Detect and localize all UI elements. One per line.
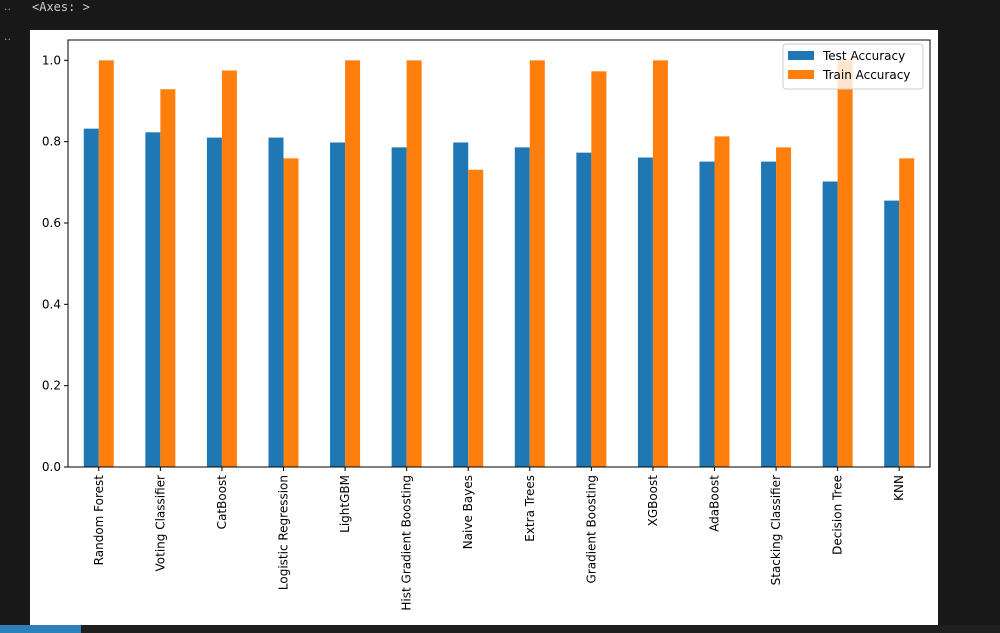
bar-test-12 [822,181,838,467]
bar-train-0 [98,60,114,467]
status-bar [0,625,1000,633]
bar-train-13 [899,158,915,467]
bar-train-11 [776,147,792,468]
x-tick-label: AdaBoost [708,475,722,532]
y-tick-label: 0.6 [42,216,61,230]
bar-test-8 [576,152,592,467]
x-tick-label: LightGBM [338,475,352,533]
bar-test-4 [330,142,346,467]
x-tick-label: Decision Tree [831,475,845,555]
y-tick-label: 0.4 [42,297,61,311]
x-tick-label: XGBoost [646,475,660,527]
bar-test-5 [391,147,407,468]
x-tick-label: Extra Trees [523,475,537,542]
legend-swatch-1 [788,70,814,79]
cell-gutter-mark[interactable]: .. [4,30,11,43]
plot-output-image: 0.0 0.2 0.4 0.6 0.8 1.0 Random Forest Voting Cl… [30,30,938,630]
bar-test-0 [83,128,99,468]
bar-test-3 [268,137,284,467]
x-tick-label: Hist Gradient Boosting [400,475,414,611]
legend-label-0: Test Accuracy [822,49,905,63]
axes-frame [67,39,931,468]
bar-test-7 [514,147,530,468]
bar-train-12 [837,60,853,467]
x-tick-label: CatBoost [215,475,229,530]
x-tick-label: Gradient Boosting [584,475,598,583]
y-tick-label: 1.0 [42,53,61,67]
bar-test-1 [145,132,161,467]
bar-train-6 [468,169,484,467]
y-tick-label: 0.2 [42,379,61,393]
legend-box [782,43,924,90]
bar-test-11 [761,161,777,468]
bar-test-2 [206,137,222,467]
bar-test-6 [453,142,469,467]
x-tick-label: Voting Classifier [153,475,167,572]
bar-test-13 [884,200,900,467]
bar-test-9 [637,157,653,467]
bar-train-1 [160,89,176,467]
x-tick-label: Naive Bayes [461,475,475,549]
legend-swatch-0 [788,51,814,60]
x-tick-label: Logistic Regression [277,475,291,590]
cell-gutter-mark[interactable]: .. [4,0,11,13]
y-tick-label: 0.0 [42,460,61,474]
legend-label-1: Train Accuracy [822,68,910,82]
bar-train-7 [529,60,545,467]
x-tick-label: KNN [892,475,906,501]
bar-train-5 [406,60,422,467]
bar-train-8 [591,71,607,468]
bar-train-4 [345,60,361,467]
bar-test-10 [699,161,715,468]
bar-train-10 [714,136,730,467]
bar-train-9 [652,60,668,467]
y-tick-label: 0.8 [42,135,61,149]
x-tick-label: Random Forest [92,475,106,566]
status-bar-mode-button[interactable] [0,625,81,633]
bar-train-2 [221,70,237,467]
bar-train-3 [283,158,299,467]
bar-chart: 0.0 0.2 0.4 0.6 0.8 1.0 Random Forest Voting Cl… [42,39,931,611]
x-tick-label: Stacking Classifier [769,475,783,585]
output-repr-text: <Axes: > [32,0,90,14]
